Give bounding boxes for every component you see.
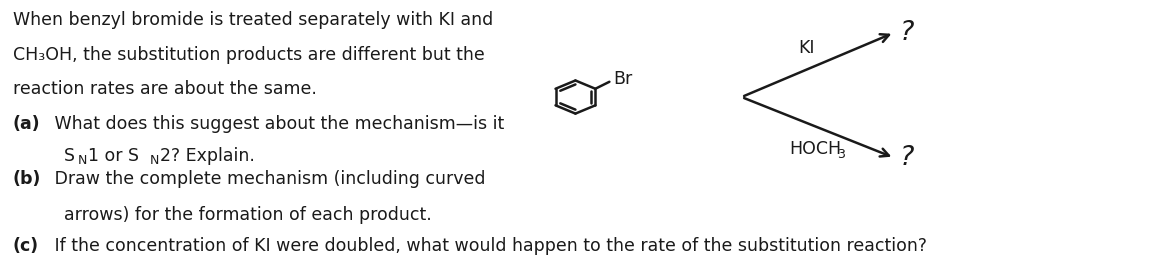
Text: Br: Br — [613, 70, 632, 88]
Text: What does this suggest about the mechanism—is it: What does this suggest about the mechani… — [48, 115, 504, 133]
Text: 1 or S: 1 or S — [89, 147, 140, 165]
Text: (b): (b) — [13, 170, 42, 188]
Text: 2? Explain.: 2? Explain. — [159, 147, 255, 165]
Text: Draw the complete mechanism (including curved: Draw the complete mechanism (including c… — [48, 170, 486, 188]
Text: (a): (a) — [13, 115, 40, 133]
Text: 3: 3 — [837, 148, 845, 161]
Text: (c): (c) — [13, 237, 39, 255]
Text: reaction rates are about the same.: reaction rates are about the same. — [13, 80, 316, 98]
Text: KI: KI — [799, 39, 815, 57]
Text: If the concentration of KI were doubled, what would happen to the rate of the su: If the concentration of KI were doubled,… — [48, 237, 927, 255]
Text: S: S — [63, 147, 75, 165]
Text: When benzyl bromide is treated separately with KI and: When benzyl bromide is treated separatel… — [13, 11, 493, 29]
Text: ?: ? — [900, 145, 914, 171]
Text: arrows) for the formation of each product.: arrows) for the formation of each produc… — [63, 206, 432, 224]
Text: N: N — [78, 154, 88, 167]
Text: N: N — [149, 154, 159, 167]
Text: HOCH: HOCH — [789, 140, 841, 158]
Text: ?: ? — [900, 20, 914, 46]
Text: CH₃OH, the substitution products are different but the: CH₃OH, the substitution products are dif… — [13, 45, 485, 63]
